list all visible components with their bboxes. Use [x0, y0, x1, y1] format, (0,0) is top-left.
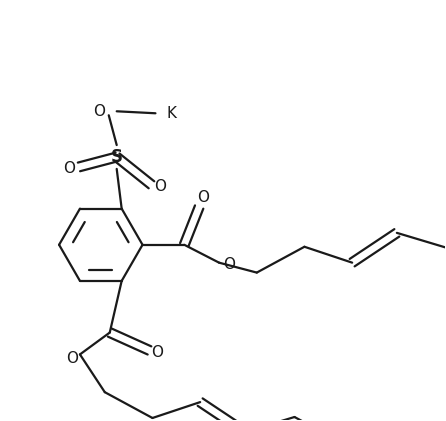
Text: O: O: [152, 345, 163, 360]
Text: O: O: [63, 161, 75, 176]
Text: K: K: [166, 106, 176, 121]
Text: O: O: [66, 351, 78, 366]
Text: O: O: [223, 257, 235, 272]
Text: O: O: [93, 104, 105, 119]
Text: O: O: [154, 179, 166, 194]
Text: S: S: [111, 148, 123, 166]
Text: O: O: [197, 189, 209, 205]
